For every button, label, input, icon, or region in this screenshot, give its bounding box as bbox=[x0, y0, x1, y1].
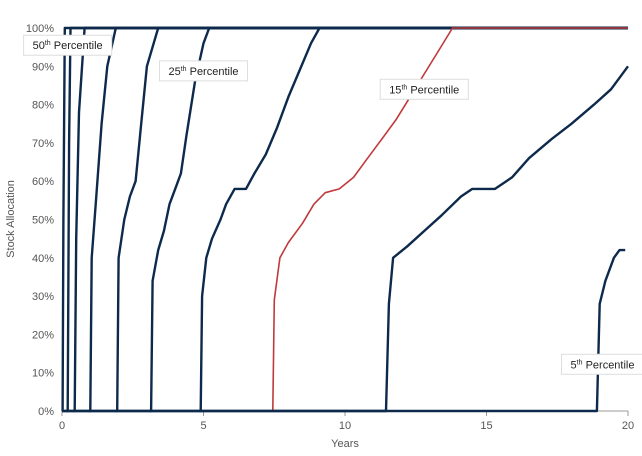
x-tick-label: 20 bbox=[622, 420, 634, 432]
annotation-label: 15th Percentile bbox=[389, 84, 459, 96]
x-tick-label: 5 bbox=[200, 420, 206, 432]
percentile-annotation: 25th Percentile bbox=[158, 60, 249, 82]
annotation-box bbox=[561, 353, 642, 375]
series-line-7 bbox=[199, 26, 628, 413]
x-axis-title: Years bbox=[331, 438, 359, 450]
x-axis-ticks: 0 5 10 15 20 bbox=[59, 411, 634, 432]
y-tick-label: 80% bbox=[32, 100, 54, 112]
series-line-2 bbox=[66, 26, 628, 413]
y-tick-label: 0% bbox=[38, 406, 54, 418]
annotation-box bbox=[158, 60, 249, 82]
x-tick-label: 15 bbox=[480, 420, 492, 432]
annotation-label: 50th Percentile bbox=[33, 40, 103, 52]
y-tick-label: 100% bbox=[26, 23, 54, 35]
percentile-annotation: 50th Percentile bbox=[23, 34, 113, 56]
percentile-annotation: 15th Percentile bbox=[379, 78, 469, 100]
y-axis-ticks: 0% 10% 20% 30% 40% 50% 60% 70% 80% 90% 100% bbox=[26, 23, 54, 418]
y-tick-label: 70% bbox=[32, 138, 54, 150]
y-axis-title-group: Stock Allocation bbox=[5, 180, 17, 258]
percentile-annotation: 5th Percentile bbox=[561, 353, 642, 375]
series-line-5 bbox=[115, 26, 628, 413]
series-line-8 bbox=[62, 27, 628, 412]
y-axis-title: Stock Allocation bbox=[5, 180, 17, 258]
y-tick-label: 50% bbox=[32, 215, 54, 227]
annotation-box bbox=[23, 34, 113, 56]
series-line-6 bbox=[149, 26, 628, 413]
series-line-3 bbox=[73, 26, 628, 413]
annotation-label: 25th Percentile bbox=[168, 66, 238, 78]
y-tick-label: 40% bbox=[32, 253, 54, 265]
y-tick-label: 20% bbox=[32, 329, 54, 341]
series-line-10 bbox=[62, 248, 626, 413]
y-tick-label: 10% bbox=[32, 368, 54, 380]
series-line-1 bbox=[61, 26, 628, 413]
y-tick-label: 60% bbox=[32, 176, 54, 188]
x-tick-label: 0 bbox=[59, 420, 65, 432]
series-line-4 bbox=[88, 26, 628, 413]
x-tick-label: 10 bbox=[339, 420, 351, 432]
y-tick-label: 30% bbox=[32, 291, 54, 303]
annotation-label: 5th Percentile bbox=[571, 359, 635, 371]
y-tick-label: 90% bbox=[32, 61, 54, 73]
series-line-9 bbox=[62, 65, 629, 413]
series-layer bbox=[61, 26, 629, 413]
annotation-layer: 50th Percentile 25th Percentile 15th Perce… bbox=[23, 34, 642, 375]
annotation-box bbox=[379, 78, 469, 100]
